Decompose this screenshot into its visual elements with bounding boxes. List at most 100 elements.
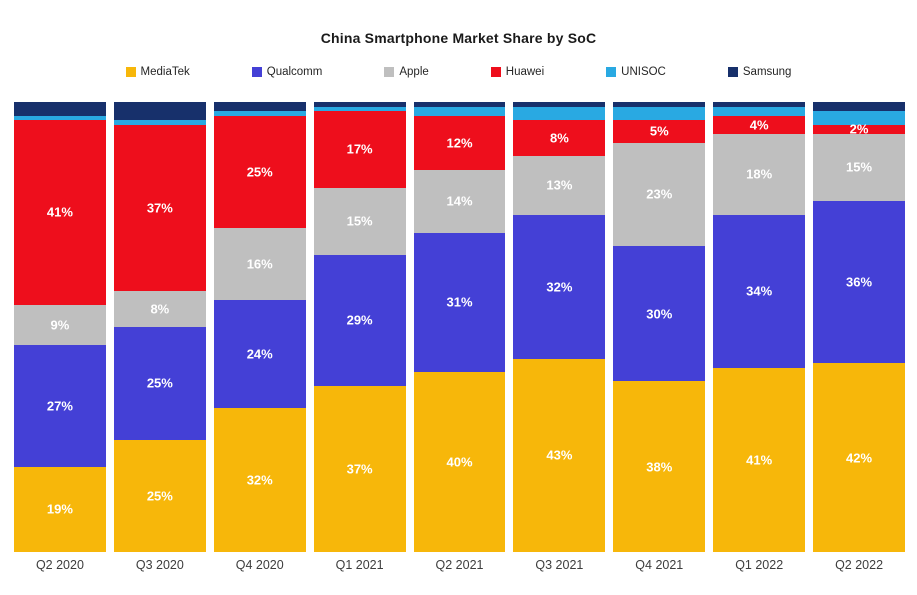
segment-value-label: 8%: [150, 301, 170, 317]
segment-unisoc: [613, 106, 706, 120]
segment-value-label: 14%: [446, 193, 473, 209]
segment-samsung: [413, 102, 506, 107]
segment-samsung: [813, 102, 906, 111]
segment-value-label: 17%: [346, 141, 373, 157]
segment-apple: 18%: [713, 133, 806, 215]
segment-value-label: 19%: [46, 501, 73, 517]
segment-qualcomm: 29%: [313, 255, 406, 386]
segment-samsung: [613, 102, 706, 107]
segment-qualcomm: 32%: [513, 214, 606, 359]
legend-swatch-icon: [384, 67, 395, 77]
segment-huawei: 41%: [14, 120, 106, 305]
legend-swatch-icon: [727, 67, 738, 77]
legend-item-apple: Apple: [384, 66, 429, 78]
segment-mediatek: 32%: [213, 408, 306, 552]
segment-unisoc: [513, 106, 606, 120]
stacked-bar-q2-2020: 19% 27% 9% 41%: [14, 102, 106, 552]
segment-unisoc: [713, 106, 806, 116]
segment-value-label: 40%: [446, 454, 473, 470]
legend-item-huawei: Huawei: [490, 66, 545, 78]
segment-samsung: [313, 102, 406, 107]
segment-value-label: 16%: [246, 256, 273, 272]
segment-qualcomm: 30%: [613, 246, 706, 381]
segment-apple: 14%: [413, 169, 506, 233]
segment-value-label: 12%: [446, 135, 473, 150]
stacked-bar-q1-2021: 37% 29% 15% 17%: [313, 102, 406, 552]
segment-value-label: 41%: [746, 452, 773, 468]
segment-huawei: 4%: [713, 115, 806, 134]
legend-swatch-icon: [125, 67, 136, 77]
segment-qualcomm: 24%: [213, 300, 306, 408]
x-tick-label: Q3 2020: [135, 558, 184, 572]
segment-apple: 16%: [213, 228, 306, 300]
legend-label: Huawei: [505, 66, 545, 78]
segment-mediatek: 25%: [113, 439, 206, 552]
segment-value-label: 23%: [646, 186, 673, 202]
segment-value-label: 9%: [50, 317, 70, 333]
segment-unisoc: [413, 106, 506, 116]
segment-value-label: 29%: [346, 312, 373, 328]
segment-apple: 15%: [313, 187, 406, 255]
segment-huawei: 12%: [413, 115, 506, 170]
x-tick-label: Q1 2022: [735, 558, 784, 572]
segment-value-label: 37%: [146, 200, 173, 216]
segment-mediatek: 19%: [14, 466, 106, 552]
legend-label: Samsung: [742, 66, 792, 78]
segment-samsung: [113, 102, 206, 120]
segment-value-label: 27%: [46, 398, 73, 414]
segment-apple: 15%: [813, 133, 906, 201]
legend-item-qualcomm: Qualcomm: [251, 66, 323, 78]
legend-item-unisoc: UNISOC: [606, 66, 666, 78]
segment-huawei: 5%: [613, 120, 706, 143]
segment-value-label: 37%: [346, 461, 373, 477]
segment-mediatek: 41%: [713, 367, 806, 552]
segment-apple: 23%: [613, 142, 706, 246]
x-tick-label: Q2 2020: [35, 558, 84, 572]
segment-qualcomm: 31%: [413, 232, 506, 372]
stacked-bar-q3-2020: 25% 25% 8% 37%: [113, 102, 206, 552]
segment-value-label: 5%: [649, 123, 669, 139]
segment-qualcomm: 25%: [113, 327, 206, 440]
legend-label: MediaTek: [140, 66, 190, 78]
stacked-bar-q4-2021: 38% 30% 23% 5%: [613, 102, 706, 552]
plot-area: 19% 27% 9% 41% 25% 25% 8% 37% 32% 24% 16% 25% 37% 29%…: [14, 102, 906, 552]
segment-value-label: 31%: [446, 294, 473, 310]
segment-value-label: 36%: [846, 274, 873, 290]
legend-label: Apple: [399, 66, 429, 78]
segment-value-label: 30%: [646, 306, 673, 321]
segment-value-label: 41%: [46, 204, 73, 220]
x-tick-label: Q4 2020: [235, 558, 284, 572]
segment-value-label: 38%: [646, 459, 673, 474]
segment-mediatek: 42%: [813, 363, 906, 552]
segment-unisoc: [14, 115, 106, 120]
stacked-bar-q1-2022: 41% 34% 18% 4%: [713, 102, 806, 552]
legend-label: UNISOC: [621, 66, 666, 78]
segment-value-label: 25%: [246, 164, 273, 180]
segment-apple: 13%: [513, 156, 606, 215]
x-axis: Q2 2020 Q3 2020 Q4 2020 Q1 2021 Q2 2021 Q3 20…: [14, 558, 905, 572]
x-tick-label: Q2 2021: [435, 558, 484, 572]
segment-value-label: 34%: [746, 283, 773, 299]
stacked-bar-q3-2021: 43% 32% 13% 8%: [513, 102, 606, 552]
legend-swatch-icon: [490, 67, 501, 77]
stacked-bar-q2-2021: 40% 31% 14% 12%: [413, 102, 506, 552]
segment-qualcomm: 34%: [713, 214, 806, 368]
segment-huawei: 25%: [213, 115, 306, 228]
x-tick-label: Q3 2021: [535, 558, 584, 572]
segment-value-label: 13%: [546, 177, 573, 193]
segment-qualcomm: 36%: [813, 201, 906, 363]
segment-value-label: 4%: [749, 117, 769, 132]
segment-value-label: 42%: [846, 450, 873, 465]
segment-value-label: 25%: [146, 488, 173, 504]
legend-label: Qualcomm: [266, 66, 323, 78]
segment-samsung: [14, 102, 106, 116]
segment-value-label: 15%: [346, 213, 373, 229]
segment-unisoc: [813, 111, 906, 125]
segment-value-label: 32%: [246, 472, 273, 488]
segment-unisoc: [213, 111, 306, 116]
segment-samsung: [713, 102, 806, 107]
segment-value-label: 43%: [546, 447, 573, 463]
x-tick-label: Q2 2022: [835, 558, 884, 572]
segment-value-label: 18%: [746, 166, 773, 182]
